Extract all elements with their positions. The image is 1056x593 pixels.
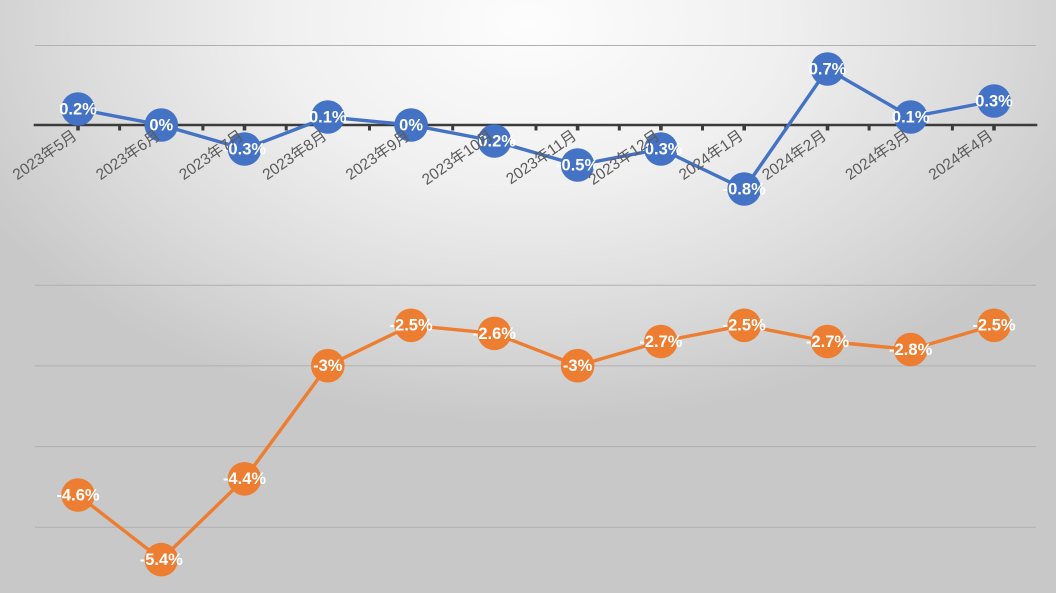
svg-text:0.7%: 0.7% [809, 60, 847, 78]
svg-text:-2.5%: -2.5% [972, 317, 1015, 335]
svg-text:0.3%: 0.3% [975, 92, 1013, 110]
svg-text:-2.8%: -2.8% [889, 341, 932, 359]
svg-text:2023年6月: 2023年6月 [93, 127, 164, 184]
svg-text:-5.4%: -5.4% [140, 551, 183, 569]
svg-text:2024年4月: 2024年4月 [925, 127, 996, 184]
svg-text:2024年3月: 2024年3月 [842, 127, 913, 184]
svg-text:0.1%: 0.1% [892, 108, 930, 126]
svg-text:2023年9月: 2023年9月 [342, 127, 413, 184]
svg-text:2023年8月: 2023年8月 [259, 127, 330, 184]
svg-text:-2.5%: -2.5% [723, 317, 766, 335]
svg-text:2023年5月: 2023年5月 [9, 127, 80, 184]
svg-text:-3%: -3% [563, 357, 593, 375]
svg-text:-4.4%: -4.4% [223, 470, 266, 488]
svg-text:0.2%: 0.2% [59, 100, 97, 118]
svg-text:-2.5%: -2.5% [390, 317, 433, 335]
svg-text:2023年10月: 2023年10月 [419, 127, 497, 189]
svg-text:-0.8%: -0.8% [723, 180, 766, 198]
svg-text:-2.7%: -2.7% [806, 333, 849, 351]
svg-text:-2.6%: -2.6% [473, 325, 516, 343]
svg-text:-4.6%: -4.6% [56, 486, 99, 504]
svg-text:0.1%: 0.1% [309, 108, 347, 126]
svg-text:-3%: -3% [313, 357, 343, 375]
svg-text:-2.7%: -2.7% [639, 333, 682, 351]
